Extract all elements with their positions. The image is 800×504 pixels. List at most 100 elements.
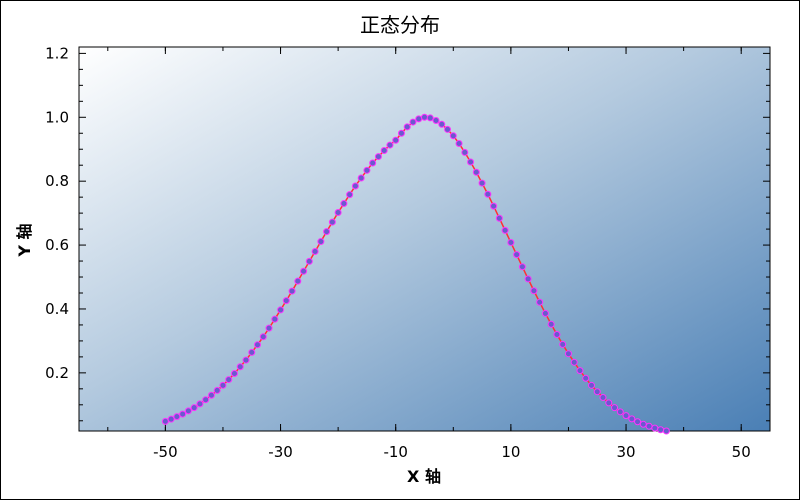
data-point	[490, 202, 498, 210]
data-point	[311, 247, 319, 255]
data-point	[564, 350, 572, 358]
data-point	[277, 306, 285, 314]
data-point	[357, 174, 365, 182]
data-point	[432, 116, 440, 124]
data-point	[605, 399, 613, 407]
data-point	[524, 275, 532, 283]
data-point	[334, 208, 342, 216]
data-point	[438, 120, 446, 128]
data-point	[651, 424, 659, 432]
data-point	[254, 341, 262, 349]
data-point	[472, 168, 480, 176]
chart-title: 正态分布	[360, 13, 440, 37]
data-point	[213, 386, 221, 394]
data-point	[184, 407, 192, 415]
data-point	[317, 238, 325, 246]
data-point	[271, 315, 279, 323]
data-point	[207, 391, 215, 399]
data-point	[179, 410, 187, 418]
data-point	[403, 123, 411, 131]
data-point	[363, 166, 371, 174]
x-tick-label: -50	[153, 443, 178, 461]
axes: -50 -30 -10 10 30 50 0.2 0.4 0.6 0.8 1.0 1.2	[45, 44, 770, 461]
x-tick-label: -10	[383, 443, 408, 461]
x-tick-label: 30	[616, 443, 635, 461]
data-point	[484, 190, 492, 198]
data-point	[369, 159, 377, 167]
data-point	[351, 182, 359, 190]
data-point	[190, 404, 198, 412]
y-tick-label: 0.6	[45, 236, 69, 254]
data-point	[518, 263, 526, 271]
data-point	[455, 139, 463, 147]
x-tick-label: 50	[732, 443, 751, 461]
data-point	[530, 287, 538, 295]
data-point	[553, 331, 561, 339]
data-point	[467, 158, 475, 166]
data-point	[230, 369, 238, 377]
data-point	[657, 426, 665, 434]
data-point	[219, 381, 227, 389]
data-point	[461, 148, 469, 156]
data-point	[161, 417, 169, 425]
data-point	[593, 388, 601, 396]
data-point	[421, 113, 428, 121]
data-point	[323, 228, 331, 236]
data-point	[409, 118, 417, 126]
data-point	[662, 427, 670, 435]
data-point	[242, 356, 250, 364]
data-point	[415, 115, 423, 123]
data-point	[507, 239, 515, 247]
data-point	[374, 153, 382, 161]
data-point	[346, 191, 354, 199]
data-point	[541, 309, 549, 317]
y-tick-label: 0.4	[45, 300, 69, 318]
series-points	[161, 113, 670, 435]
data-point	[616, 408, 624, 416]
data-point	[225, 376, 233, 384]
data-point	[305, 257, 313, 265]
y-tick-label: 0.8	[45, 172, 69, 190]
data-point	[392, 136, 400, 144]
y-tick-label: 1.0	[45, 108, 69, 126]
data-point	[495, 214, 503, 222]
data-point	[340, 200, 348, 208]
data-point	[628, 415, 636, 423]
x-tick-label: 10	[501, 443, 520, 461]
y-axis-label: Y 轴	[15, 223, 34, 257]
plot-area	[78, 46, 771, 432]
data-point	[513, 251, 521, 259]
data-point	[426, 114, 434, 122]
data-point	[397, 129, 405, 137]
data-point	[259, 333, 267, 341]
data-point	[386, 141, 394, 149]
data-point	[173, 413, 181, 421]
data-point	[444, 125, 452, 133]
data-point	[196, 400, 204, 408]
data-point	[582, 374, 590, 382]
data-point	[236, 363, 244, 371]
data-point	[478, 179, 486, 187]
data-point	[328, 218, 336, 226]
data-point	[547, 320, 555, 328]
data-point	[282, 297, 290, 305]
data-point	[167, 415, 175, 423]
data-point	[300, 267, 308, 275]
data-point	[559, 340, 567, 348]
y-tick-label: 1.2	[45, 44, 69, 62]
data-point	[202, 396, 210, 404]
data-point	[380, 147, 388, 155]
data-point	[449, 132, 457, 140]
data-point	[248, 348, 256, 356]
data-point	[265, 324, 273, 332]
data-point	[501, 226, 509, 234]
data-point	[634, 418, 642, 426]
x-tick-label: -30	[268, 443, 293, 461]
data-point	[536, 298, 544, 306]
x-axis-label: X 轴	[407, 467, 441, 486]
data-point	[288, 287, 296, 295]
data-point	[611, 404, 619, 412]
data-point	[294, 277, 302, 285]
